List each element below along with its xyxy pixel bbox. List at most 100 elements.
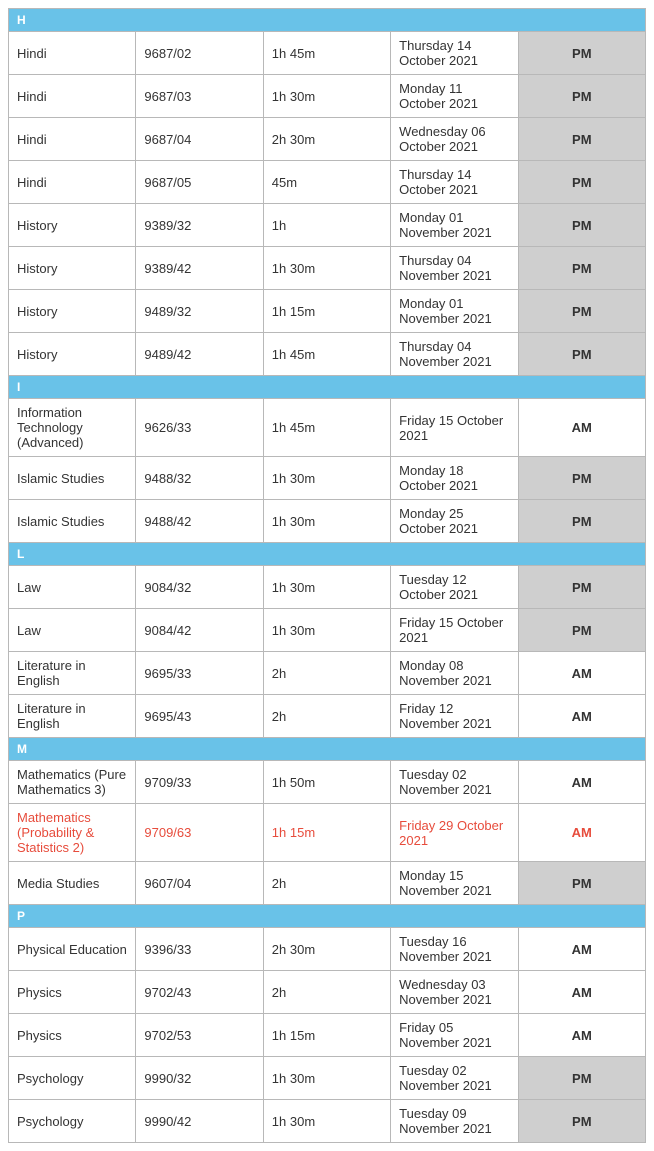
table-row: Literature in English9695/332hMonday 08 … [9,652,646,695]
table-row: Mathematics (Pure Mathematics 3)9709/331… [9,761,646,804]
code-cell: 9687/02 [136,32,263,75]
table-row: Hindi9687/042h 30mWednesday 06 October 2… [9,118,646,161]
code-cell: 9489/32 [136,290,263,333]
date-cell: Friday 15 October 2021 [391,399,518,457]
subject-cell: Mathematics (Pure Mathematics 3) [9,761,136,804]
date-cell: Monday 08 November 2021 [391,652,518,695]
date-cell: Thursday 04 November 2021 [391,333,518,376]
session-cell: PM [518,32,645,75]
table-row: Physics9702/531h 15mFriday 05 November 2… [9,1014,646,1057]
duration-cell: 1h 30m [263,75,390,118]
duration-cell: 1h 30m [263,500,390,543]
subject-cell: History [9,290,136,333]
code-cell: 9709/33 [136,761,263,804]
session-cell: PM [518,566,645,609]
subject-cell: Hindi [9,118,136,161]
section-header-l: L [9,543,646,566]
session-cell: AM [518,804,645,862]
date-cell: Thursday 14 October 2021 [391,32,518,75]
code-cell: 9396/33 [136,928,263,971]
code-cell: 9702/43 [136,971,263,1014]
section-letter: I [9,376,646,399]
session-cell: PM [518,609,645,652]
section-header-h: H [9,9,646,32]
session-cell: PM [518,161,645,204]
date-cell: Thursday 14 October 2021 [391,161,518,204]
table-row: Media Studies9607/042hMonday 15 November… [9,862,646,905]
code-cell: 9695/33 [136,652,263,695]
code-cell: 9389/32 [136,204,263,247]
code-cell: 9687/05 [136,161,263,204]
code-cell: 9488/32 [136,457,263,500]
date-cell: Wednesday 03 November 2021 [391,971,518,1014]
duration-cell: 1h 15m [263,1014,390,1057]
subject-cell: Psychology [9,1100,136,1143]
code-cell: 9687/04 [136,118,263,161]
duration-cell: 45m [263,161,390,204]
table-row: History9389/321hMonday 01 November 2021P… [9,204,646,247]
subject-cell: Literature in English [9,695,136,738]
code-cell: 9695/43 [136,695,263,738]
table-row: Islamic Studies9488/321h 30mMonday 18 Oc… [9,457,646,500]
duration-cell: 1h 30m [263,609,390,652]
subject-cell: Information Technology (Advanced) [9,399,136,457]
session-cell: AM [518,695,645,738]
duration-cell: 1h 45m [263,399,390,457]
duration-cell: 1h 15m [263,804,390,862]
table-row: Information Technology (Advanced)9626/33… [9,399,646,457]
code-cell: 9084/32 [136,566,263,609]
session-cell: PM [518,333,645,376]
session-cell: PM [518,1057,645,1100]
subject-cell: Media Studies [9,862,136,905]
duration-cell: 2h [263,862,390,905]
table-row: History9389/421h 30mThursday 04 November… [9,247,646,290]
subject-cell: Physical Education [9,928,136,971]
date-cell: Friday 29 October 2021 [391,804,518,862]
subject-cell: Hindi [9,75,136,118]
session-cell: PM [518,118,645,161]
duration-cell: 2h [263,652,390,695]
code-cell: 9626/33 [136,399,263,457]
code-cell: 9488/42 [136,500,263,543]
table-row: Law9084/421h 30mFriday 15 October 2021PM [9,609,646,652]
code-cell: 9389/42 [136,247,263,290]
session-cell: PM [518,75,645,118]
table-row: History9489/421h 45mThursday 04 November… [9,333,646,376]
subject-cell: History [9,333,136,376]
date-cell: Tuesday 16 November 2021 [391,928,518,971]
subject-cell: Law [9,566,136,609]
duration-cell: 1h 30m [263,1057,390,1100]
duration-cell: 2h [263,695,390,738]
exam-timetable: HHindi9687/021h 45mThursday 14 October 2… [8,8,646,1143]
subject-cell: Physics [9,1014,136,1057]
date-cell: Monday 25 October 2021 [391,500,518,543]
date-cell: Tuesday 02 November 2021 [391,761,518,804]
subject-cell: Hindi [9,32,136,75]
date-cell: Friday 05 November 2021 [391,1014,518,1057]
session-cell: PM [518,290,645,333]
section-letter: M [9,738,646,761]
date-cell: Tuesday 09 November 2021 [391,1100,518,1143]
session-cell: PM [518,204,645,247]
date-cell: Wednesday 06 October 2021 [391,118,518,161]
session-cell: AM [518,652,645,695]
subject-cell: History [9,247,136,290]
session-cell: PM [518,247,645,290]
duration-cell: 1h 30m [263,1100,390,1143]
section-header-p: P [9,905,646,928]
date-cell: Monday 01 November 2021 [391,204,518,247]
subject-cell: Islamic Studies [9,457,136,500]
session-cell: PM [518,457,645,500]
subject-cell: Mathematics (Probability & Statistics 2) [9,804,136,862]
date-cell: Friday 12 November 2021 [391,695,518,738]
session-cell: PM [518,862,645,905]
date-cell: Monday 11 October 2021 [391,75,518,118]
code-cell: 9990/32 [136,1057,263,1100]
table-row: Hindi9687/021h 45mThursday 14 October 20… [9,32,646,75]
table-row: Hindi9687/031h 30mMonday 11 October 2021… [9,75,646,118]
table-row: Physics9702/432hWednesday 03 November 20… [9,971,646,1014]
subject-cell: Islamic Studies [9,500,136,543]
session-cell: AM [518,399,645,457]
subject-cell: Law [9,609,136,652]
code-cell: 9687/03 [136,75,263,118]
